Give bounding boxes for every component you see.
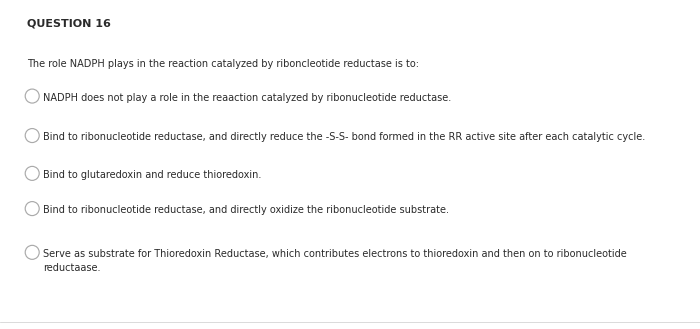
Text: Bind to glutaredoxin and reduce thioredoxin.: Bind to glutaredoxin and reduce thioredo…: [43, 170, 262, 180]
Text: Bind to ribonucleotide reductase, and directly reduce the -S-S- bond formed in t: Bind to ribonucleotide reductase, and di…: [43, 132, 645, 142]
Text: NADPH does not play a role in the reaaction catalyzed by ribonucleotide reductas: NADPH does not play a role in the reaact…: [43, 93, 451, 103]
Text: QUESTION 16: QUESTION 16: [27, 18, 111, 28]
Text: Serve as substrate for Thioredoxin Reductase, which contributes electrons to thi: Serve as substrate for Thioredoxin Reduc…: [43, 249, 627, 273]
Text: The role NADPH plays in the reaction catalyzed by riboncleotide reductase is to:: The role NADPH plays in the reaction cat…: [27, 59, 419, 69]
Text: Bind to ribonucleotide reductase, and directly oxidize the ribonucleotide substr: Bind to ribonucleotide reductase, and di…: [43, 205, 449, 215]
